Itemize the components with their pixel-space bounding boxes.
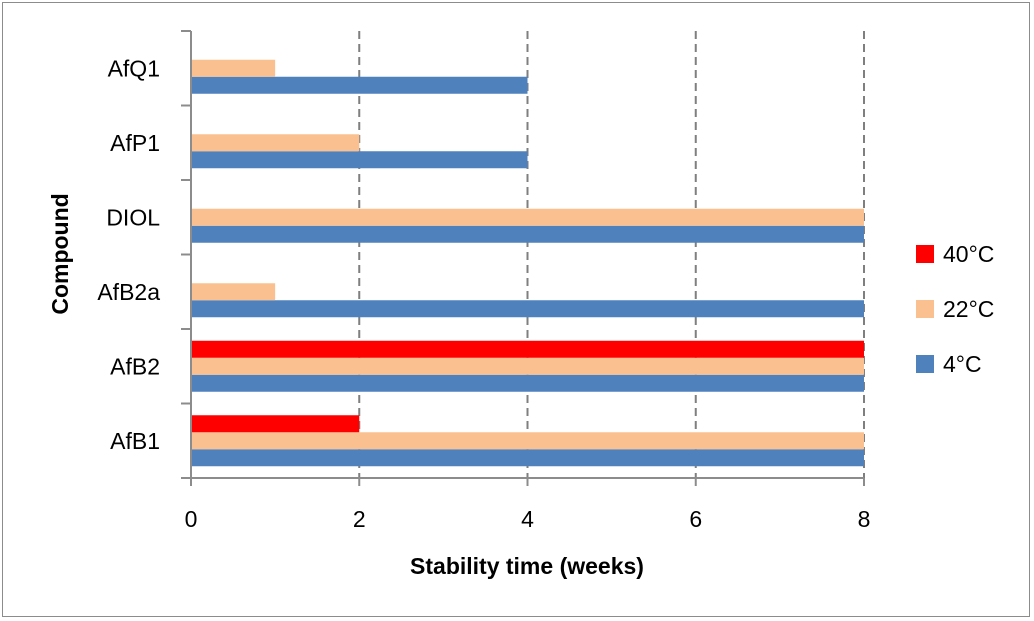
- category-label-afb1: AfB1: [110, 428, 160, 454]
- labels-layer: AfB1 AfB2 AfB2a DIOL AfP1 AfQ1 0 2 4 6 8: [97, 55, 870, 532]
- category-label-afp1: AfP1: [110, 130, 160, 156]
- bar-afb1-22c: [191, 432, 864, 450]
- bar-afq1-4c: [191, 76, 528, 94]
- bar-afb2a-4c: [191, 300, 864, 318]
- legend-label-40c: 40°C: [943, 241, 994, 267]
- bar-afp1-4c: [191, 151, 528, 169]
- legend-swatch-40c: [916, 245, 934, 263]
- category-label-diol: DIOL: [106, 204, 160, 230]
- bar-afb2-4c: [191, 374, 864, 392]
- y-axis-title: Compound: [47, 193, 73, 314]
- bar-afb2a-22c: [191, 283, 276, 301]
- category-label-afb2a: AfB2a: [97, 279, 160, 305]
- bar-afp1-22c: [191, 134, 360, 152]
- bar-afb2-22c: [191, 357, 864, 375]
- bar-diol-22c: [191, 208, 864, 226]
- bar-afb1-4c: [191, 449, 864, 467]
- category-label-afq1: AfQ1: [108, 55, 160, 81]
- x-tick-label-8: 8: [858, 506, 871, 532]
- bars-layer: [191, 59, 864, 467]
- bar-afb1-40c: [191, 415, 360, 433]
- bar-afq1-22c: [191, 59, 276, 77]
- grid-layer: [358, 31, 865, 478]
- legend-swatch-4c: [916, 355, 934, 373]
- x-tick-label-4: 4: [521, 506, 534, 532]
- axes-layer: [181, 30, 865, 486]
- legend-swatch-22c: [916, 300, 934, 318]
- bar-diol-4c: [191, 225, 864, 243]
- legend: 40°C 22°C 4°C: [916, 241, 994, 377]
- x-tick-label-2: 2: [353, 506, 366, 532]
- x-tick-label-0: 0: [185, 506, 198, 532]
- legend-label-22c: 22°C: [943, 296, 994, 322]
- x-axis-title: Stability time (weeks): [410, 553, 644, 579]
- legend-label-4c: 4°C: [943, 351, 982, 377]
- x-tick-label-6: 6: [689, 506, 702, 532]
- bar-afb2-40c: [191, 340, 864, 358]
- category-label-afb2: AfB2: [110, 353, 160, 379]
